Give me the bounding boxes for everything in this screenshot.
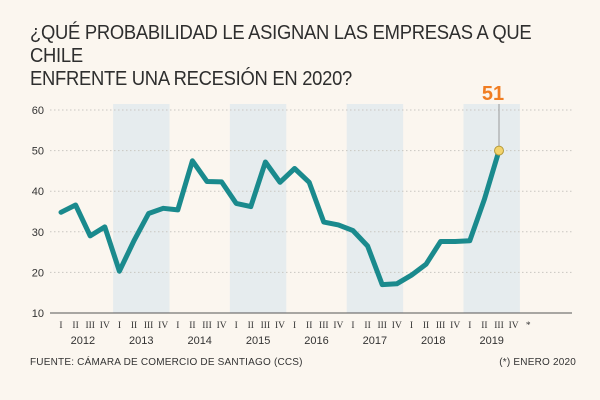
x-tick-label: III xyxy=(377,321,387,331)
x-tick-label: II xyxy=(131,321,137,331)
year-label: 2014 xyxy=(187,335,211,347)
x-tick-label: II xyxy=(248,321,254,331)
x-tick-label: II xyxy=(364,321,370,331)
highlight-marker xyxy=(494,145,504,156)
x-tick-label: IV xyxy=(217,321,227,331)
chart-title-line-1: ¿QUÉ PROBABILIDAD LE ASIGNAN LAS EMPRESA… xyxy=(30,22,532,67)
y-tick-label: 10 xyxy=(32,308,44,320)
year-label: 2016 xyxy=(304,335,328,347)
year-shade-2015 xyxy=(229,104,287,313)
x-tick-label: * xyxy=(526,321,531,331)
y-tick-label: 20 xyxy=(32,267,44,279)
year-label: 2012 xyxy=(71,335,95,347)
year-label: 2015 xyxy=(246,335,270,347)
year-shade-2017 xyxy=(346,104,404,313)
x-tick-label: III xyxy=(319,321,329,331)
annotation-label: 51 xyxy=(482,83,504,105)
x-tick-label: II xyxy=(423,321,429,331)
series-line xyxy=(58,148,502,288)
x-tick-label: IV xyxy=(509,321,519,331)
year-label: 2013 xyxy=(129,335,153,347)
x-tick-label: IV xyxy=(100,321,110,331)
year-shade-2019 xyxy=(463,104,520,313)
x-tick-label: IV xyxy=(450,321,460,331)
x-tick-label: I xyxy=(293,321,296,331)
source-note: FUENTE: CÁMARA DE COMERCIO DE SANTIAGO (… xyxy=(30,357,303,368)
x-tick-label: II xyxy=(72,321,78,331)
x-tick-label: IV xyxy=(392,321,402,331)
x-tick-label: III xyxy=(494,321,504,331)
x-tick-label: I xyxy=(176,321,179,331)
x-tick-label: IV xyxy=(333,321,343,331)
chart-title-line-2: ENFRENTE UNA RECESIÓN EN 2020? xyxy=(30,68,352,90)
year-label: 2018 xyxy=(421,335,445,347)
x-tick-label: II xyxy=(189,321,195,331)
x-tick-label: I xyxy=(59,321,62,331)
y-tick-label: 30 xyxy=(32,227,44,239)
x-tick-label: I xyxy=(410,321,413,331)
y-tick-label: 60 xyxy=(32,105,44,117)
year-label: 2017 xyxy=(363,335,387,347)
x-tick-label: I xyxy=(351,321,354,331)
x-tick-label: IV xyxy=(275,321,285,331)
x-tick-label: III xyxy=(261,321,271,331)
x-tick-label: II xyxy=(481,321,487,331)
x-tick-label: II xyxy=(306,321,312,331)
x-tick-label: III xyxy=(144,321,154,331)
x-tick-label: III xyxy=(202,321,212,331)
chart-title: ¿QUÉ PROBABILIDAD LE ASIGNAN LAS EMPRESA… xyxy=(30,22,545,91)
x-tick-label: III xyxy=(436,321,446,331)
y-tick-label: 40 xyxy=(32,186,44,198)
x-tick-label: I xyxy=(118,321,121,331)
x-tick-label: III xyxy=(85,321,95,331)
x-tick-label: I xyxy=(235,321,238,331)
x-tick-label: IV xyxy=(158,321,168,331)
y-tick-label: 50 xyxy=(32,146,44,158)
footnote: (*) ENERO 2020 xyxy=(499,357,576,368)
year-label: 2019 xyxy=(479,335,503,347)
x-tick-label: I xyxy=(468,321,471,331)
